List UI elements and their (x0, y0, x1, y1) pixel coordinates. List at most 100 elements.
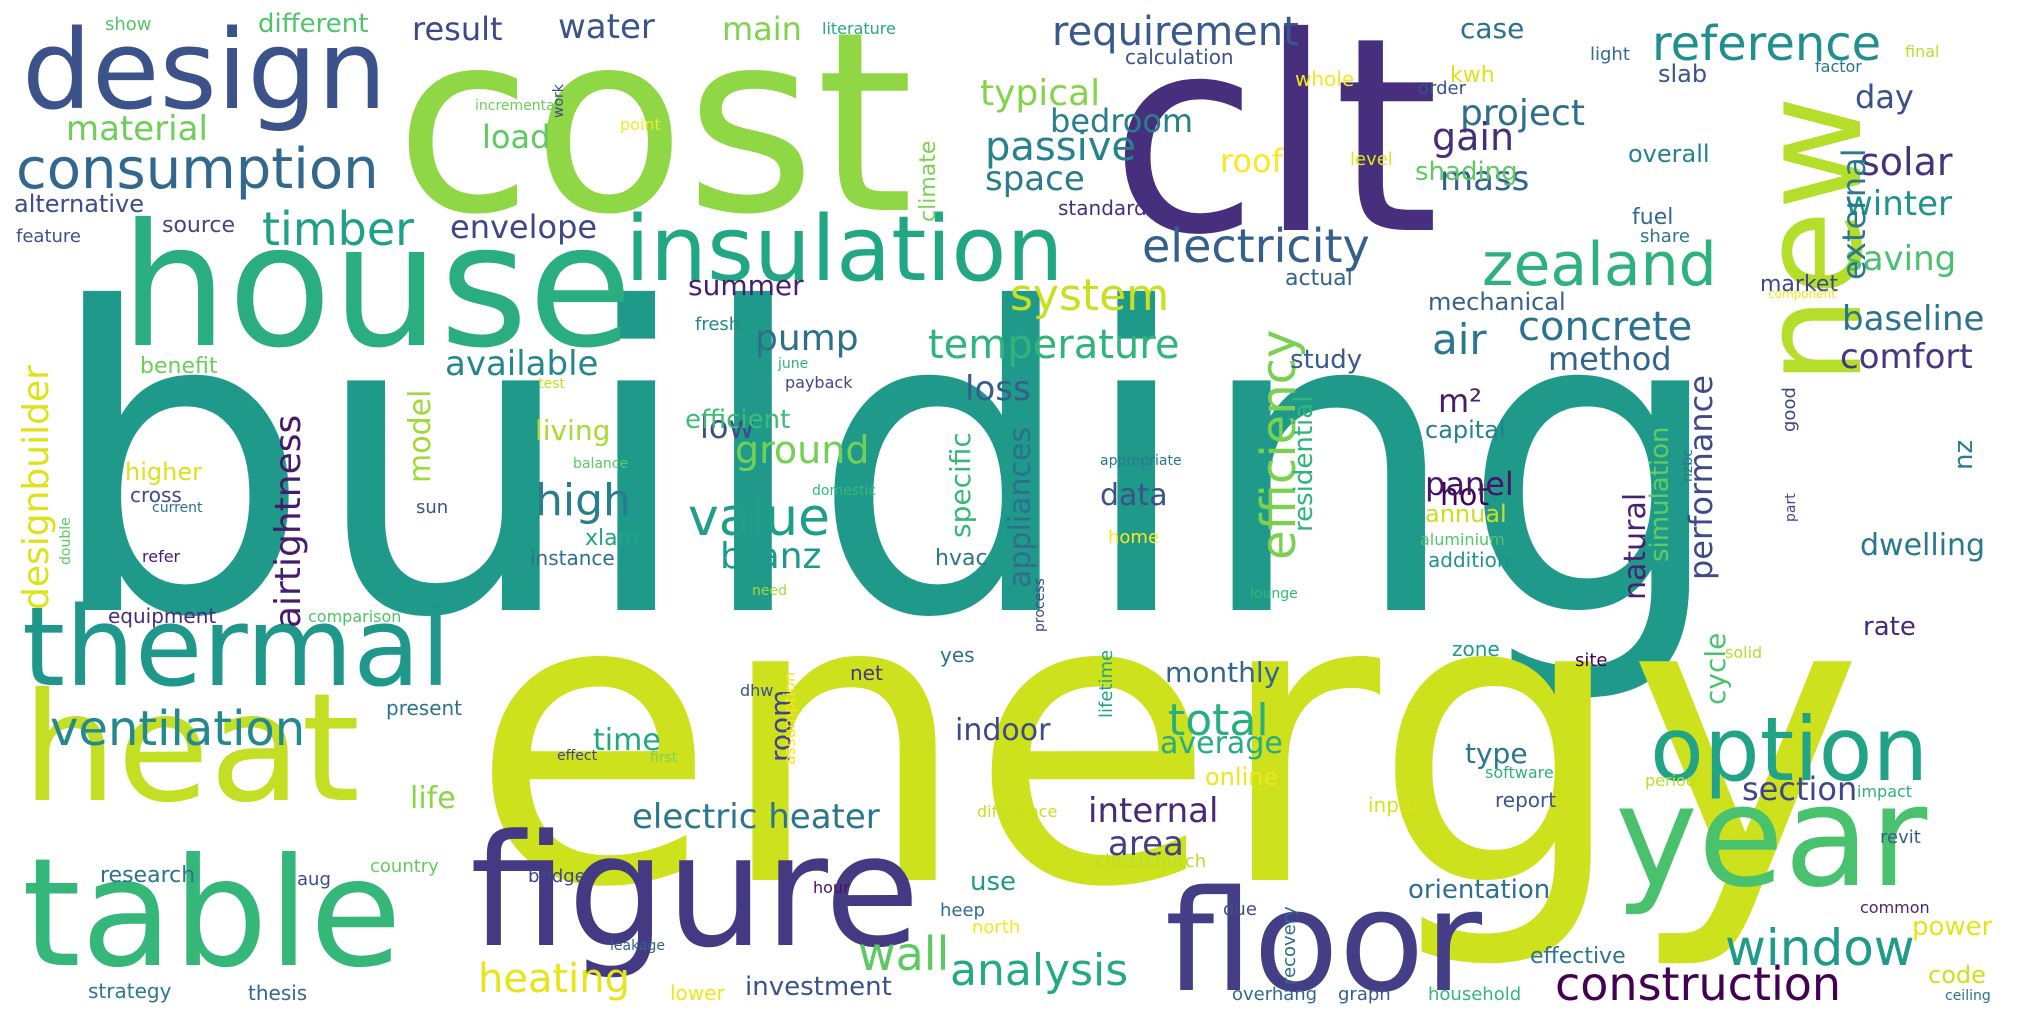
word: new (1731, 96, 1894, 385)
word: available (445, 344, 598, 384)
word: electric heater (632, 797, 880, 837)
word: ventilation (50, 701, 305, 757)
word: mechanical (1428, 288, 1566, 316)
word: specific (944, 432, 977, 538)
word: ground (735, 428, 869, 472)
word: xlam (585, 526, 639, 551)
word: performance (1682, 375, 1720, 580)
word: time (593, 723, 661, 758)
word: country (370, 856, 439, 877)
word: zealand (1482, 230, 1717, 300)
word: order (1418, 78, 1467, 99)
word: effective (1530, 944, 1626, 969)
word: home (1108, 527, 1159, 548)
word: simulation (1645, 426, 1675, 562)
word: pump (755, 318, 859, 359)
word: refer (142, 547, 181, 566)
word: thermal (22, 583, 451, 711)
word: winter (1845, 184, 1952, 224)
word: capital (1425, 416, 1506, 444)
word: level (1350, 149, 1393, 170)
word: fuel (1632, 205, 1673, 230)
word: part (1783, 493, 1799, 522)
word: work (551, 83, 567, 118)
word: double (58, 517, 74, 565)
word: literature (822, 19, 896, 38)
word: good (1779, 387, 1800, 432)
word: show (105, 14, 152, 35)
word: software (1485, 763, 1554, 782)
word: ceiling (1945, 988, 1991, 1004)
word: need (752, 583, 787, 599)
word: power (1912, 912, 1993, 942)
word: external (1835, 148, 1873, 280)
word: m² (1438, 382, 1482, 420)
word: due (1223, 899, 1257, 920)
word: solar (1860, 140, 1953, 184)
word: bedroom (1050, 102, 1193, 140)
word: strategy (88, 979, 172, 1003)
word: branz (720, 536, 821, 577)
word: low (700, 408, 755, 446)
word: instance (530, 546, 615, 570)
word: orientation (1408, 875, 1550, 905)
word: higher (125, 458, 202, 486)
word: summer (688, 269, 804, 302)
word: temperature (928, 322, 1179, 368)
word: cycle (1699, 633, 1732, 705)
word: year (1615, 756, 1928, 919)
word: online (1205, 763, 1278, 791)
word: site (1575, 650, 1608, 671)
word: source (162, 213, 235, 238)
word: thesis (248, 981, 307, 1005)
word: aluminium (1420, 530, 1505, 549)
word: factor (1815, 57, 1862, 76)
word: appliances (1003, 427, 1038, 588)
word: hour (813, 878, 850, 897)
word: average (1160, 726, 1283, 761)
word: dwelling (1860, 528, 1985, 563)
word: monthly (1165, 656, 1280, 689)
word: assumption (780, 672, 799, 765)
word: nzbc (1680, 449, 1696, 482)
word: present (386, 696, 462, 720)
word: airtightness (268, 415, 309, 628)
word: lounge (1250, 586, 1298, 602)
word: case (1460, 12, 1524, 45)
word: comparison (308, 607, 401, 626)
word: heating (478, 956, 630, 1002)
word: main (722, 10, 802, 48)
word: kwh (1450, 63, 1495, 88)
word: efficient (685, 405, 790, 435)
word: value (688, 488, 830, 548)
word: overall (1628, 140, 1710, 168)
word: system (1010, 270, 1169, 321)
word: investment (745, 972, 892, 1002)
word: project (1460, 93, 1585, 134)
word: household (1428, 984, 1521, 1005)
word: timber (262, 202, 414, 256)
word: living (535, 414, 610, 447)
word: shading (1415, 157, 1518, 187)
word: balance (573, 456, 628, 472)
word: rate (1863, 612, 1916, 642)
word: insulation (625, 197, 1064, 302)
word: natural (1618, 493, 1653, 600)
word: benefit (140, 354, 218, 379)
word: dhw (740, 681, 773, 700)
word: final (1905, 42, 1939, 61)
word: typical (980, 73, 1100, 114)
word: total (1168, 695, 1269, 746)
word: floor (1165, 861, 1482, 1019)
word: aug (297, 869, 331, 890)
word: table (22, 827, 402, 1001)
word: june (777, 356, 808, 372)
word: day (1855, 78, 1914, 116)
word: clt (1110, 0, 1439, 294)
word: electricity (1142, 219, 1370, 273)
word: envelope (450, 208, 597, 246)
word: loss (965, 369, 1031, 409)
word: saving (1845, 239, 1956, 279)
word: climate (916, 141, 941, 222)
word: research (100, 863, 195, 888)
